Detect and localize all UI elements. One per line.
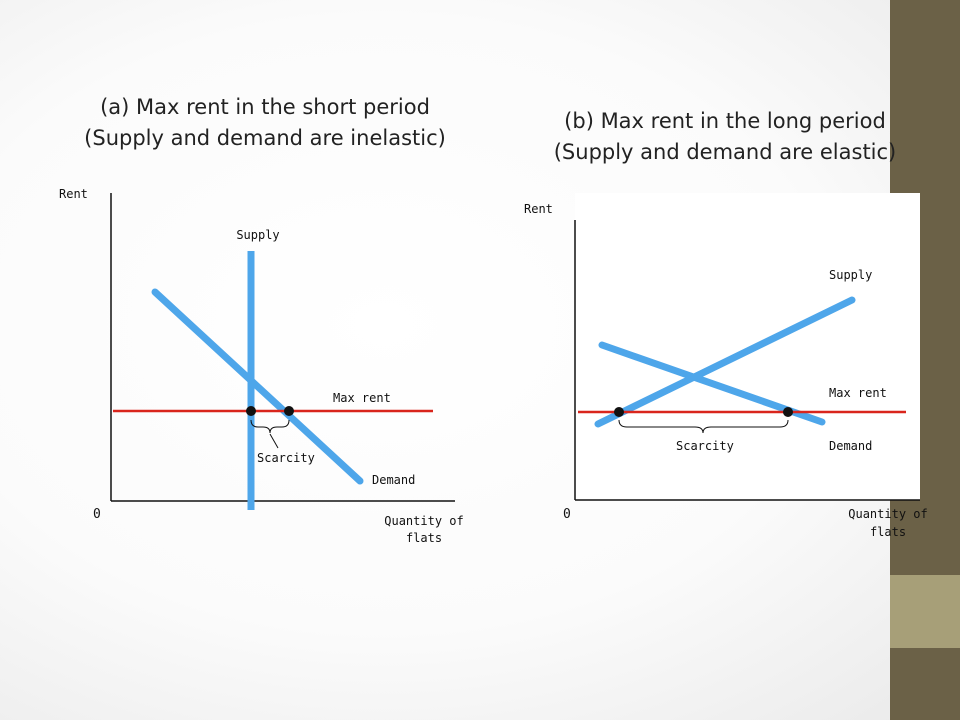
panel-a-x-axis-label-line1: Quantity of — [384, 514, 463, 528]
panel-a-supply-label: Supply — [236, 228, 279, 242]
panel-b-scarcity-brace — [618, 419, 789, 434]
panel-b-supply-label: Supply — [829, 268, 872, 282]
panel-b-title: (b) Max rent in the long period (Supply … — [505, 106, 945, 168]
panel-a-demand-label: Demand — [372, 473, 415, 487]
panel-a-scarcity-pointer — [269, 433, 279, 449]
accent-band-middle — [890, 575, 960, 648]
panel-a-title: (a) Max rent in the short period (Supply… — [40, 92, 490, 154]
panel-b-demand-label: Demand — [829, 439, 872, 453]
panel-a-scarcity-brace — [250, 419, 290, 434]
panel-b-supply-curve — [594, 296, 856, 428]
panel-b-background — [575, 193, 920, 500]
panel-a-x-axis-label-line2: flats — [406, 531, 442, 545]
panel-b-max-rent-label: Max rent — [829, 386, 887, 400]
accent-band-bottom — [890, 648, 960, 720]
panel-a-title-line2: (Supply and demand are inelastic) — [84, 126, 446, 150]
panel-b-y-axis-label: Rent — [524, 202, 553, 216]
panel-a-y-axis-label: Rent — [59, 187, 88, 201]
panel-a-scarcity-label: Scarcity — [257, 451, 315, 465]
panel-a-demand-curve — [151, 288, 364, 485]
panel-a-diagram: Rent 0 Quantity of flats Supply Max rent… — [59, 187, 464, 545]
panel-b-title-line1: (b) Max rent in the long period — [564, 109, 886, 133]
panel-b-x-axis-label-line1: Quantity of — [848, 507, 927, 521]
panel-b-diagram: Rent 0 Quantity of flats Supply Max rent… — [524, 202, 928, 539]
panel-b-scarcity-label: Scarcity — [676, 439, 734, 453]
panel-a-supply-point — [246, 406, 256, 416]
panel-a-origin-label: 0 — [93, 507, 101, 522]
panel-a-title-line1: (a) Max rent in the short period — [100, 95, 430, 119]
panel-b-origin-label: 0 — [563, 507, 571, 522]
panel-b-title-line2: (Supply and demand are elastic) — [553, 140, 897, 164]
panel-b-supply-point — [614, 407, 624, 417]
panel-a-max-rent-label: Max rent — [333, 391, 391, 405]
panel-b-x-axis-label-line2: flats — [870, 525, 906, 539]
panel-b-demand-point — [783, 407, 793, 417]
panel-a-demand-point — [284, 406, 294, 416]
